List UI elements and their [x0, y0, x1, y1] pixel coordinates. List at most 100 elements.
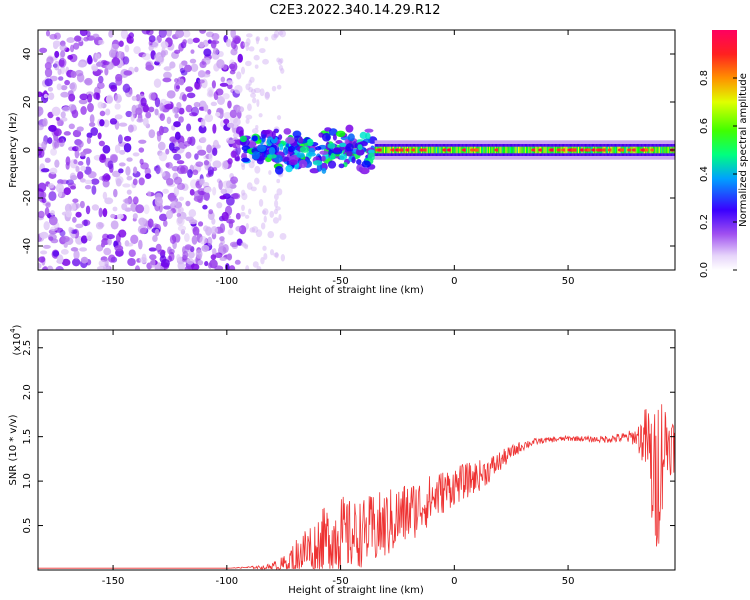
heatmap-cell	[665, 146, 668, 154]
heatmap-cell	[208, 152, 213, 162]
heatmap-cell	[73, 42, 80, 50]
heatmap-cell	[158, 152, 168, 162]
heatmap-cell	[56, 83, 62, 91]
heatmap-cell	[662, 146, 665, 154]
heatmap-cell	[279, 30, 286, 38]
heatmap-cell	[211, 217, 216, 225]
heatmap-cell	[528, 146, 531, 154]
heatmap-cell	[52, 250, 60, 257]
heatmap-cell	[97, 39, 105, 45]
heatmap-cell	[199, 235, 208, 245]
heatmap-cell	[72, 198, 79, 203]
heatmap-cell	[187, 250, 195, 259]
heatmap-cell	[520, 146, 523, 154]
heatmap-cell	[489, 146, 492, 154]
heatmap-cell	[223, 112, 232, 119]
heatmap-cell	[148, 44, 154, 52]
heatmap-cell	[68, 123, 75, 130]
heatmap-cell	[134, 66, 139, 73]
heatmap-cell	[187, 38, 194, 45]
heatmap-cell	[522, 146, 525, 154]
heatmap-cell	[60, 84, 68, 91]
heatmap-cell	[69, 82, 76, 90]
heatmap-cell	[307, 138, 314, 147]
heatmap-cell	[428, 146, 432, 154]
heatmap-cell	[118, 40, 124, 47]
x-tick-label: 0	[451, 276, 457, 287]
heatmap-cell	[40, 168, 50, 173]
heatmap-cell	[309, 168, 320, 174]
heatmap-cell	[111, 170, 121, 178]
heatmap-cell	[177, 206, 184, 214]
heatmap-cell	[198, 125, 207, 134]
heatmap-cell	[126, 175, 133, 181]
heatmap-cell	[480, 146, 484, 154]
heatmap-cell	[203, 159, 210, 166]
heatmap-cell	[220, 188, 228, 195]
heatmap-cell	[338, 163, 345, 169]
heatmap-cell	[94, 39, 99, 45]
heatmap-cell	[38, 124, 44, 131]
heatmap-cell	[41, 197, 47, 204]
heatmap-cell	[262, 58, 269, 65]
heatmap-cell	[208, 209, 214, 215]
heatmap-cell	[69, 44, 75, 53]
heatmap-cell	[87, 102, 94, 113]
heatmap-cell	[635, 146, 638, 154]
heatmap-cell	[61, 258, 71, 267]
heatmap-cell	[79, 30, 88, 37]
heatmap-cell	[216, 201, 223, 209]
heatmap-cell	[321, 155, 326, 162]
heatmap-cell	[251, 128, 259, 134]
heatmap-cell	[330, 152, 336, 160]
heatmap-cell	[135, 107, 143, 116]
heatmap-cell	[188, 219, 198, 225]
heatmap-cell	[339, 153, 348, 161]
heatmap-cell	[648, 146, 651, 154]
heatmap-cell	[517, 146, 521, 154]
heatmap-cell	[245, 114, 253, 120]
heatmap-cell	[101, 175, 107, 182]
heatmap-cell	[110, 84, 118, 92]
heatmap-cell	[501, 146, 504, 154]
heatmap-cell	[280, 254, 286, 262]
heatmap-cell	[484, 146, 487, 154]
colorbar-gradient	[712, 30, 737, 270]
heatmap-cell	[351, 156, 356, 164]
heatmap-cell	[227, 100, 232, 109]
heatmap-cell	[219, 236, 225, 242]
heatmap-cell	[91, 65, 99, 72]
heatmap-cell	[509, 146, 512, 154]
heatmap-cell	[218, 242, 224, 250]
heatmap-cell	[160, 50, 166, 58]
heatmap-cell	[148, 92, 156, 101]
heatmap-cell	[403, 146, 406, 154]
heatmap-cell	[67, 104, 77, 111]
heatmap-cell	[123, 143, 132, 153]
heatmap-cell	[240, 211, 246, 217]
heatmap-cell	[178, 142, 184, 149]
heatmap-cell	[178, 196, 185, 201]
heatmap-cell	[190, 263, 200, 270]
heatmap-cell	[527, 146, 530, 154]
heatmap-cell	[234, 259, 241, 265]
heatmap-cell	[163, 66, 172, 71]
heatmap-cell	[605, 146, 608, 154]
heatmap-cell	[102, 207, 108, 218]
heatmap-cell	[514, 146, 517, 154]
heatmap-cell	[241, 204, 245, 212]
heatmap-cell	[169, 197, 179, 203]
heatmap-cell	[431, 146, 434, 154]
heatmap-cell	[67, 54, 74, 60]
heatmap-cell	[245, 222, 249, 230]
heatmap-cell	[63, 187, 71, 196]
heatmap-cell	[104, 67, 109, 76]
heatmap-cell	[468, 146, 471, 154]
x-tick-label: -50	[332, 276, 348, 287]
heatmap-cell	[433, 146, 436, 154]
heatmap-cell	[165, 210, 173, 220]
heatmap-cell	[285, 136, 295, 144]
heatmap-cell	[230, 48, 238, 56]
heatmap-cell	[260, 256, 265, 265]
heatmap-cell	[45, 202, 51, 208]
